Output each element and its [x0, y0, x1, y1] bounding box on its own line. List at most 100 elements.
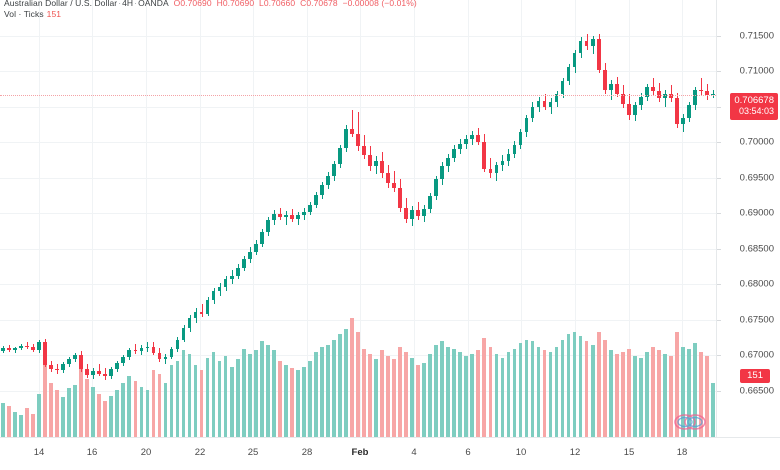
volume-bar [644, 352, 649, 437]
candle-body [368, 155, 372, 167]
time-axis-label: 16 [86, 447, 98, 458]
candle-body [301, 211, 306, 216]
volume-bar [265, 345, 270, 437]
volume-bar [488, 346, 493, 437]
volume-bar [416, 364, 421, 437]
time-gridline [200, 0, 201, 437]
volume-bar [626, 348, 631, 437]
price-axis-label: 0.71000 [739, 65, 774, 77]
candle-body [590, 38, 595, 46]
candle-body [374, 160, 378, 167]
candle-body [614, 84, 619, 94]
price-gridline [0, 71, 716, 72]
candle-body [229, 275, 234, 279]
time-axis-label: 25 [247, 447, 259, 458]
volume-bar [356, 332, 360, 437]
candle-body [314, 194, 318, 205]
volume-bar [211, 352, 216, 437]
volume-bar [705, 355, 709, 437]
volume-bar [638, 357, 643, 437]
volume-bar [632, 355, 637, 437]
bar-countdown-timer: 03:54:03 [738, 105, 774, 116]
candle-body [235, 267, 240, 276]
volume-bar [332, 339, 336, 437]
volume-bar [229, 366, 234, 437]
current-volume-tag[interactable]: 151 [740, 368, 770, 383]
volume-bar [49, 382, 53, 437]
volume-bar [681, 346, 685, 437]
candle-wick [27, 342, 28, 349]
volume-bar [675, 332, 679, 437]
price-axis-label: 0.66500 [739, 385, 774, 397]
candle-body [560, 81, 565, 94]
candle-wick [280, 207, 281, 221]
candle-body [217, 287, 222, 292]
candle-body [187, 318, 192, 329]
candle-body [193, 311, 198, 319]
volume-bar [37, 393, 41, 437]
time-axis-label: 28 [301, 447, 313, 458]
candle-body [518, 132, 523, 146]
volume-bar [151, 370, 156, 437]
time-gridline [253, 0, 254, 437]
candle-body [542, 101, 547, 107]
volume-bar [187, 354, 192, 437]
candle-body [151, 346, 156, 354]
candle-body [675, 98, 679, 124]
price-axis-tickmark [717, 249, 721, 250]
chart-plot-area[interactable] [0, 0, 716, 437]
price-gridline [0, 36, 716, 37]
candle-body [446, 157, 451, 167]
candle-body [500, 160, 505, 165]
time-axis-label: 12 [569, 447, 581, 458]
candle-body [121, 357, 126, 363]
volume-bar [97, 393, 102, 437]
volume-bar [193, 364, 198, 437]
volume-bar [542, 350, 547, 437]
price-axis-label: 0.68500 [739, 243, 774, 255]
time-gridline [39, 0, 40, 437]
candle-body [699, 89, 703, 92]
candle-body [253, 243, 258, 252]
price-axis-label: 0.69500 [739, 172, 774, 184]
candle-body [644, 86, 649, 97]
volume-bar [308, 361, 312, 437]
volume-bar [464, 355, 469, 437]
candle-body [566, 66, 571, 82]
time-gridline [575, 0, 576, 437]
candle-body [422, 208, 427, 217]
volume-bar [440, 341, 445, 437]
volume-bar [410, 357, 414, 437]
volume-bar [602, 339, 607, 437]
candle-body [344, 128, 348, 148]
candle-body [73, 355, 78, 359]
price-axis-tickmark [717, 284, 721, 285]
volume-bar [121, 382, 126, 437]
current-price-tag[interactable]: 0.706678 03:54:03 [730, 92, 778, 120]
candle-body [145, 346, 150, 349]
candle-body [482, 142, 487, 170]
time-axis[interactable]: 14 16 20 22 25 28 Feb 4 6 10 12 15 18 [0, 437, 780, 470]
price-axis-tickmark [717, 391, 721, 392]
candle-body [380, 160, 384, 174]
candle-body [488, 169, 493, 174]
volume-bar [380, 350, 384, 437]
price-gridline [0, 107, 716, 108]
volume-bar [79, 355, 84, 437]
candle-wick [490, 157, 491, 178]
price-axis-tickmark [717, 320, 721, 321]
volume-bar [145, 390, 150, 437]
volume-bar [662, 354, 667, 437]
price-axis-tickmark [717, 355, 721, 356]
candle-wick [701, 78, 702, 96]
candle-body [332, 163, 336, 177]
price-axis-label: 0.71500 [739, 30, 774, 42]
candle-body [398, 187, 402, 208]
price-axis[interactable]: 0.715000.710000.705000.700000.695000.690… [716, 0, 780, 437]
candle-body [356, 133, 360, 147]
candle-body [711, 94, 715, 96]
volume-bar [350, 318, 354, 437]
candle-body [55, 368, 59, 371]
candle-body [223, 278, 228, 288]
candle-body [554, 93, 559, 103]
